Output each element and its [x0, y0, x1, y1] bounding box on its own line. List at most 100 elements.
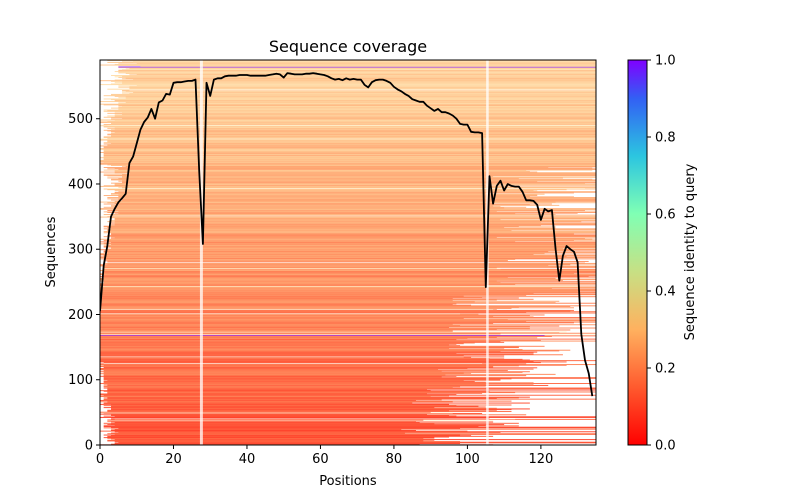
- coverage-row: [103, 146, 596, 148]
- coverage-row: [103, 226, 556, 228]
- coverage-row: [100, 312, 596, 314]
- coverage-row: [122, 105, 596, 107]
- coverage-row: [107, 234, 596, 236]
- coverage-row: [114, 207, 505, 209]
- coverage-row: [100, 430, 468, 432]
- coverage-row: [103, 123, 596, 125]
- coverage-row: [100, 294, 527, 296]
- coverage-row: [129, 67, 596, 69]
- coverage-row: [103, 95, 596, 97]
- coverage-row: [103, 268, 596, 270]
- coverage-row: [111, 131, 596, 133]
- coverage-row: [125, 68, 596, 70]
- coverage-row: [100, 342, 475, 344]
- coverage-row: [118, 103, 596, 105]
- coverage-row: [100, 279, 596, 281]
- coverage-row: [111, 405, 479, 407]
- coverage-row: [103, 424, 486, 426]
- coverage-row: [111, 99, 596, 101]
- coverage-row: [103, 206, 527, 208]
- coverage-row: [100, 365, 519, 367]
- coverage-row: [122, 75, 596, 77]
- coverage-row: [118, 97, 596, 99]
- coverage-row: [111, 135, 596, 136]
- coverage-row: [103, 156, 596, 158]
- coverage-row: [100, 394, 457, 396]
- coverage-row: [100, 337, 538, 339]
- coverage-row: [118, 108, 596, 110]
- coverage-row: [100, 354, 464, 356]
- coverage-row: [103, 173, 596, 175]
- coverage-row: [111, 223, 596, 225]
- coverage-row: [100, 315, 494, 317]
- coverage-row: [107, 392, 516, 394]
- coverage-row: [103, 390, 490, 392]
- coverage-row: [107, 198, 596, 200]
- coverage-row: [100, 317, 596, 319]
- coverage-row: [114, 218, 596, 220]
- coverage-row: [118, 67, 596, 69]
- coverage-row: [107, 260, 589, 262]
- coverage-row: [107, 210, 585, 212]
- coverage-row: [100, 413, 427, 415]
- coverage-row: [122, 90, 596, 91]
- coverage-row: [118, 191, 596, 193]
- coverage-row: [111, 417, 490, 419]
- coverage-row: [118, 108, 596, 110]
- coverage-row: [100, 80, 596, 82]
- coverage-row: [100, 273, 574, 275]
- coverage-row: [103, 379, 501, 381]
- coverage-row: [100, 288, 596, 290]
- coverage-row: [107, 127, 596, 129]
- coverage-row: [107, 396, 530, 398]
- coverage-row: [103, 150, 596, 152]
- coverage-row: [100, 264, 549, 266]
- coverage-row: [100, 311, 527, 313]
- plot-frame: [99, 59, 597, 446]
- coverage-row: [140, 65, 596, 67]
- coverage-row: [122, 200, 596, 202]
- coverage-row: [111, 193, 486, 195]
- coverage-row: [107, 401, 413, 403]
- coverage-row: [111, 83, 596, 85]
- coverage-row: [107, 263, 596, 265]
- coverage-row: [100, 289, 596, 291]
- coverage-row: [107, 141, 596, 143]
- coverage-row: [129, 89, 596, 91]
- x-tick-label: 60: [312, 452, 329, 467]
- coverage-row: [100, 285, 578, 287]
- coverage-row: [100, 313, 479, 315]
- coverage-row: [107, 215, 596, 217]
- coverage-row: [111, 428, 596, 430]
- coverage-row: [111, 193, 545, 195]
- coverage-row: [107, 411, 512, 413]
- coverage-row: [100, 330, 453, 332]
- coverage-row: [103, 154, 596, 156]
- x-tick-label: 100: [455, 452, 480, 467]
- coverage-row: [114, 217, 596, 219]
- coverage-row: [111, 429, 416, 431]
- coverage-row: [133, 78, 596, 80]
- coverage-row: [100, 336, 497, 338]
- coverage-row: [114, 127, 596, 129]
- coverage-row: [103, 397, 519, 399]
- coverage-row: [107, 424, 505, 426]
- coverage-row: [100, 119, 596, 121]
- coverage-row: [103, 385, 486, 387]
- coverage-row: [100, 152, 596, 153]
- coverage-row: [107, 197, 596, 198]
- coverage-row: [103, 270, 596, 272]
- coverage-row: [111, 133, 596, 135]
- coverage-row: [100, 356, 464, 358]
- coverage-row: [122, 112, 596, 114]
- coverage-row: [100, 343, 457, 345]
- coverage-row: [100, 313, 461, 315]
- coverage-row: [118, 180, 596, 182]
- coverage-row: [107, 391, 596, 393]
- coverage-row: [100, 101, 596, 103]
- coverage-row: [103, 274, 596, 276]
- coverage-row: [129, 93, 596, 95]
- coverage-row: [111, 107, 596, 109]
- coverage-row: [114, 429, 402, 431]
- coverage-row: [103, 159, 596, 161]
